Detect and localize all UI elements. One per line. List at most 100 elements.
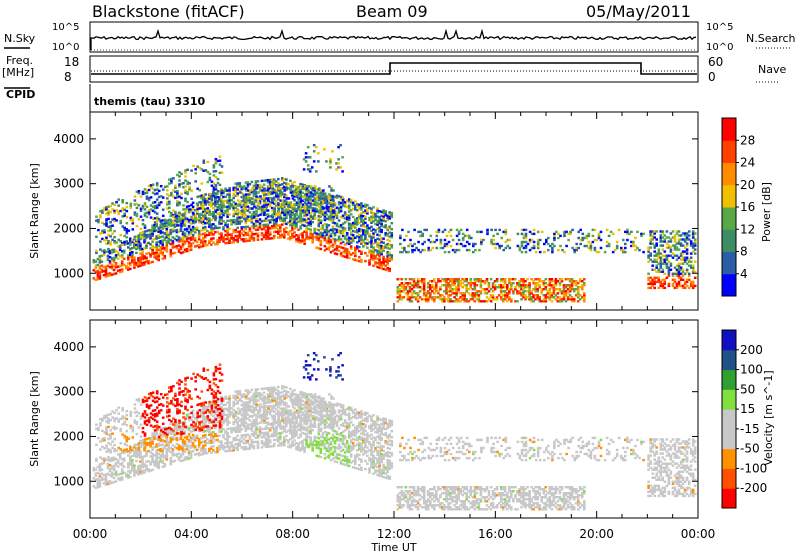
echo-cell <box>400 290 404 293</box>
echo-cell <box>364 225 367 229</box>
echo-cell <box>143 192 147 195</box>
echo-cell <box>202 206 205 209</box>
echo-cell <box>508 290 511 293</box>
echo-cell <box>149 208 153 211</box>
echo-cell <box>671 282 675 286</box>
echo-cell <box>179 429 183 432</box>
echo-cell <box>119 240 122 243</box>
echo-cell <box>345 240 349 243</box>
echo-cell <box>244 213 248 216</box>
echo-cell <box>325 205 329 208</box>
echo-cell <box>114 458 118 461</box>
echo-cell <box>135 455 138 459</box>
echo-cell <box>503 282 507 285</box>
echo-cell <box>449 280 452 283</box>
echo-cell <box>196 203 199 207</box>
echo-cell <box>263 187 266 190</box>
echo-cell <box>202 410 205 413</box>
echo-cell <box>149 255 152 258</box>
echo-cell <box>663 258 667 261</box>
echo-cell <box>137 236 141 239</box>
echo-cell <box>327 195 331 199</box>
echo-cell <box>208 231 211 234</box>
echo-cell <box>560 278 564 281</box>
echo-cell <box>113 209 116 213</box>
echo-cell <box>168 178 171 181</box>
echo-cell <box>191 415 195 419</box>
echo-cell <box>291 207 295 210</box>
echo-cell <box>147 251 150 255</box>
echo-cell <box>528 284 531 287</box>
echo-cell <box>214 216 218 219</box>
echo-cell <box>181 237 185 240</box>
echo-cell <box>184 175 187 178</box>
echo-cell <box>190 189 193 192</box>
echo-cell <box>333 214 337 217</box>
echo-cell <box>615 244 619 248</box>
echo-cell <box>127 450 130 453</box>
echo-cell <box>331 227 335 230</box>
echo-cell <box>281 201 284 204</box>
echo-cell <box>382 237 385 240</box>
echo-cell <box>199 241 203 244</box>
echo-cell <box>675 286 679 290</box>
echo-cell <box>378 238 381 241</box>
echo-cell <box>577 236 580 240</box>
echo-cell <box>399 250 402 254</box>
echo-cell <box>297 240 300 244</box>
echo-cell <box>514 286 517 289</box>
echo-cell <box>647 246 650 249</box>
echo-cell <box>307 223 310 227</box>
echo-cell <box>673 280 677 284</box>
echo-cell <box>402 288 406 291</box>
echo-cell <box>155 245 158 248</box>
echo-cell <box>155 443 158 446</box>
echo-cell <box>153 464 156 467</box>
echo-cell <box>503 280 507 283</box>
echo-cell <box>176 190 179 193</box>
echo-cell <box>218 434 221 437</box>
echo-cell <box>214 208 217 212</box>
echo-cell <box>153 227 156 231</box>
echo-cell <box>141 463 144 467</box>
echo-cell <box>252 186 256 189</box>
echo-cell <box>362 229 365 232</box>
echo-cell <box>114 262 118 265</box>
echo-cell <box>149 216 153 219</box>
echo-cell <box>693 240 697 243</box>
echo-cell <box>386 269 389 272</box>
echo-cell <box>240 228 244 231</box>
echo-cell <box>354 246 357 249</box>
echo-cell <box>121 207 124 210</box>
echo-cell <box>272 226 276 230</box>
echo-cell <box>183 242 187 245</box>
echo-cell <box>222 226 225 229</box>
echo-cell <box>182 216 185 219</box>
echo-cell <box>218 198 221 201</box>
echo-cell <box>295 189 298 192</box>
echo-cell <box>252 190 256 193</box>
echo-cell <box>141 471 144 475</box>
echo-cell <box>125 232 129 235</box>
echo-cell <box>232 420 235 424</box>
echo-cell <box>175 214 179 218</box>
echo-cell <box>165 234 169 237</box>
echo-cell <box>536 242 540 246</box>
echo-cell <box>226 437 229 441</box>
echo-cell <box>465 290 468 293</box>
echo-cell <box>354 252 357 256</box>
echo-cell <box>181 245 185 248</box>
echo-cell <box>169 255 173 258</box>
echo-cell <box>169 250 173 254</box>
echo-cell <box>659 284 663 288</box>
echo-cell <box>376 243 379 247</box>
echo-cell <box>169 450 173 454</box>
echo-cell <box>360 224 363 227</box>
echo-cell <box>169 440 173 444</box>
echo-cell <box>445 298 448 301</box>
echo-cell <box>293 231 296 234</box>
echo-cell <box>206 427 209 431</box>
echo-cell <box>220 165 224 168</box>
echo-cell <box>169 232 173 236</box>
echo-cell <box>331 249 335 252</box>
